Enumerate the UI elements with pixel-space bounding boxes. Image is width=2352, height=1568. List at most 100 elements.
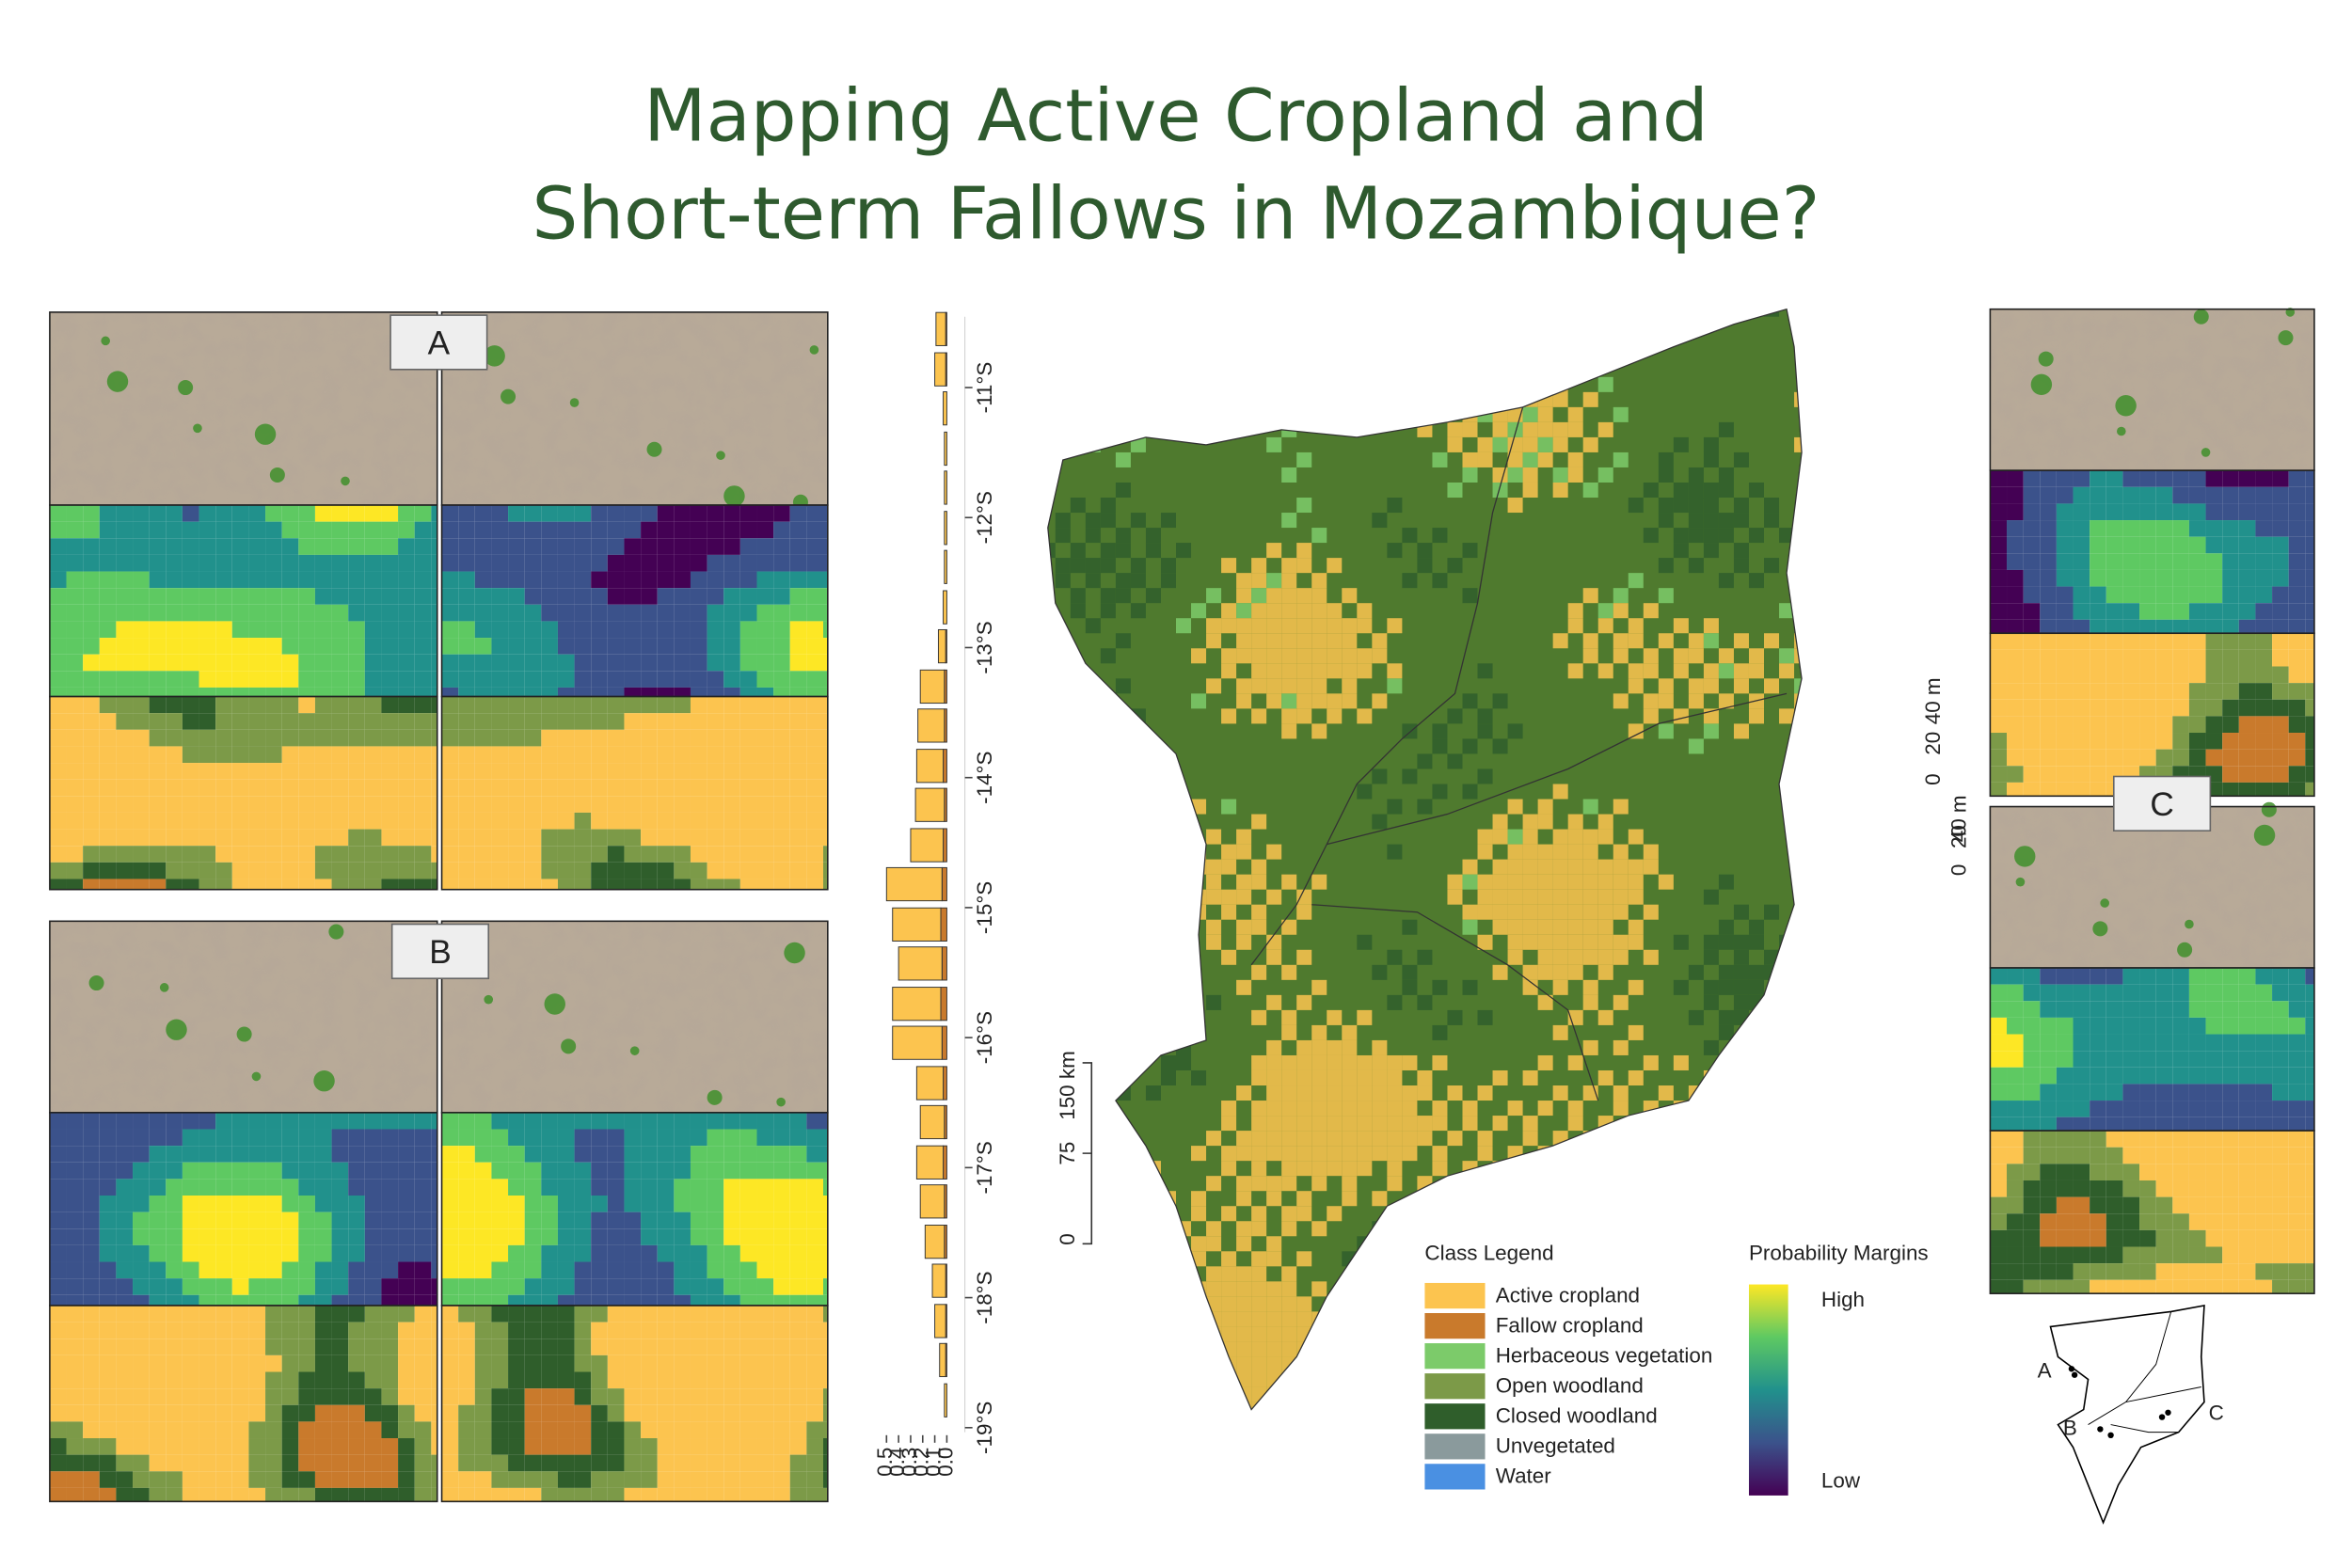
probability-cell bbox=[66, 671, 84, 688]
probability-cell bbox=[348, 1146, 365, 1163]
class-cell bbox=[2090, 1246, 2106, 1264]
probability-cell bbox=[789, 1261, 807, 1279]
map-cell bbox=[1809, 815, 1824, 830]
class-cell bbox=[2255, 699, 2273, 717]
class-cell bbox=[2255, 683, 2273, 700]
probability-cell bbox=[823, 1196, 828, 1212]
probability-cell bbox=[331, 538, 349, 555]
class-cell bbox=[474, 1454, 492, 1472]
map-cell bbox=[1100, 1039, 1116, 1055]
probability-cell bbox=[2238, 1051, 2256, 1068]
class-cell bbox=[574, 862, 592, 879]
map-cell bbox=[1402, 964, 1418, 980]
class-cell bbox=[541, 796, 558, 813]
probability-cell bbox=[2255, 503, 2273, 521]
probability-cell bbox=[66, 1179, 84, 1196]
probability-cell bbox=[607, 1179, 625, 1196]
map-cell bbox=[1176, 919, 1192, 935]
class-cell bbox=[248, 1471, 266, 1488]
probability-cell bbox=[823, 1112, 828, 1130]
class-cell bbox=[265, 1354, 282, 1372]
map-cell bbox=[1628, 498, 1644, 514]
class-cell bbox=[707, 713, 724, 730]
class-cell bbox=[182, 812, 199, 830]
map-cell bbox=[1115, 979, 1131, 995]
map-cell bbox=[1281, 1206, 1297, 1222]
map-cell bbox=[1748, 1146, 1764, 1162]
probability-cell bbox=[739, 1112, 757, 1130]
probability-cell bbox=[133, 1294, 150, 1306]
class-cell bbox=[641, 1322, 658, 1339]
map-cell bbox=[1130, 603, 1146, 619]
map-cell bbox=[1764, 1146, 1780, 1162]
class-cell bbox=[116, 1404, 134, 1422]
probability-cell bbox=[133, 671, 150, 688]
probability-cell bbox=[364, 554, 382, 572]
map-cell bbox=[1236, 693, 1252, 709]
class-cell bbox=[524, 1487, 542, 1502]
probability-cell bbox=[398, 1278, 415, 1295]
class-cell bbox=[364, 1388, 382, 1405]
map-cell bbox=[1628, 934, 1644, 950]
class-cell bbox=[348, 729, 365, 747]
photo-grain bbox=[49, 311, 437, 506]
map-cell bbox=[1281, 1176, 1297, 1192]
probability-cell bbox=[641, 1228, 658, 1245]
class-cell bbox=[657, 1371, 675, 1389]
probability-cell bbox=[381, 521, 399, 539]
map-cell bbox=[1552, 633, 1568, 649]
map-cell bbox=[1718, 1131, 1734, 1147]
class-cell bbox=[281, 1487, 299, 1502]
map-cell bbox=[1703, 513, 1719, 529]
class-cell bbox=[314, 713, 332, 730]
map-cell bbox=[1206, 1266, 1222, 1282]
probability-cell bbox=[231, 1228, 249, 1245]
probability-cell bbox=[2023, 536, 2041, 554]
probability-cell bbox=[607, 1146, 625, 1163]
map-cell bbox=[1597, 376, 1613, 392]
probability-cell bbox=[574, 638, 592, 655]
probability-cell bbox=[49, 1146, 67, 1163]
class-cell bbox=[2040, 733, 2057, 750]
probability-cell bbox=[707, 538, 724, 555]
probability-cell bbox=[49, 654, 67, 672]
lat-tick-label: -11°S bbox=[973, 362, 996, 414]
probability-cell bbox=[2007, 1101, 2024, 1117]
map-cell bbox=[1047, 421, 1056, 437]
map-cell bbox=[1567, 1251, 1583, 1267]
probability-cell bbox=[99, 1146, 117, 1163]
map-cell bbox=[1387, 309, 1403, 317]
probability-cell bbox=[2222, 1067, 2239, 1085]
probability-cell bbox=[624, 1278, 642, 1295]
class-cell bbox=[441, 1454, 459, 1472]
map-cell bbox=[1688, 498, 1704, 514]
probability-cell bbox=[574, 538, 592, 555]
class-cell bbox=[591, 796, 608, 813]
probability-cell bbox=[133, 1146, 150, 1163]
panel-tag bbox=[2112, 775, 2212, 832]
class-cell bbox=[248, 746, 266, 764]
probability-cell bbox=[557, 654, 575, 672]
map-cell bbox=[1733, 979, 1749, 995]
probability-cell bbox=[756, 604, 774, 622]
class-cell bbox=[1990, 733, 2008, 750]
map-cell bbox=[1477, 829, 1493, 845]
class-cell bbox=[707, 1388, 724, 1405]
class-cell bbox=[2272, 766, 2289, 783]
probability-cell bbox=[657, 1294, 675, 1306]
map-cell bbox=[1522, 1069, 1538, 1086]
map-cell bbox=[1266, 678, 1282, 694]
probability-cell bbox=[557, 671, 575, 688]
class-cell bbox=[2222, 649, 2239, 667]
class-cell bbox=[2288, 1180, 2306, 1197]
probability-cell bbox=[441, 1146, 459, 1163]
tree bbox=[269, 467, 285, 483]
class-cell bbox=[624, 796, 642, 813]
map-cell bbox=[1145, 1085, 1161, 1101]
class-cell bbox=[133, 1487, 150, 1502]
class-cell bbox=[2155, 1180, 2173, 1197]
probability-cell bbox=[398, 505, 415, 522]
probability-cell bbox=[199, 1146, 216, 1163]
probability-cell bbox=[2272, 1067, 2289, 1085]
probability-cell bbox=[624, 1261, 642, 1279]
